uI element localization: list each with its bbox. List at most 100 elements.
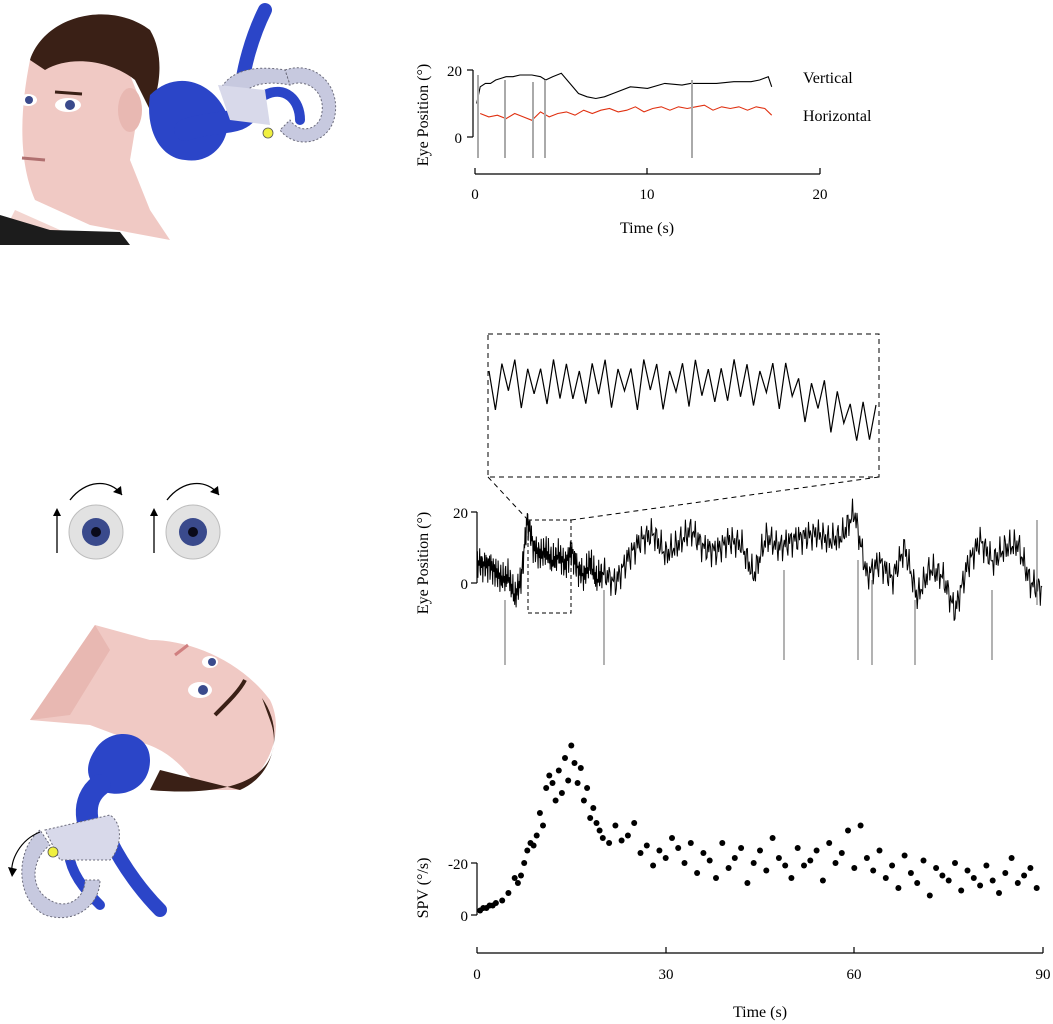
spv-point bbox=[876, 847, 883, 854]
spv-point bbox=[826, 840, 833, 846]
spv-point bbox=[719, 840, 726, 846]
head-inverted-icon bbox=[30, 625, 276, 792]
bot-x-label: Time (s) bbox=[733, 1004, 787, 1021]
inset-trace bbox=[488, 359, 877, 441]
spv-point bbox=[838, 850, 845, 856]
zoom-box bbox=[527, 519, 572, 614]
bot-x-tick-90: 90 bbox=[1036, 967, 1051, 983]
spv-point bbox=[845, 827, 851, 834]
spv-point bbox=[907, 870, 914, 876]
spv-point bbox=[584, 785, 591, 791]
bot-x-tick-60: 60 bbox=[847, 967, 862, 983]
spv-point bbox=[1002, 870, 1009, 876]
spv-point bbox=[794, 845, 801, 851]
spv-point bbox=[631, 820, 638, 826]
spv-point bbox=[593, 820, 600, 826]
spv-point bbox=[700, 850, 707, 856]
spv-point bbox=[656, 847, 663, 854]
head-upright-icon bbox=[0, 14, 171, 245]
spv-point bbox=[675, 845, 682, 851]
cupula-icon bbox=[262, 127, 274, 139]
spv-point bbox=[499, 897, 506, 904]
spv-point bbox=[832, 860, 839, 866]
spv-point bbox=[763, 867, 770, 874]
spv-point bbox=[851, 865, 858, 871]
legend-horizontal: Horizontal bbox=[803, 108, 872, 125]
spv-point bbox=[970, 875, 977, 881]
spv-point bbox=[543, 785, 550, 791]
spv-point bbox=[590, 805, 597, 811]
spv-point bbox=[1008, 855, 1015, 861]
spv-point bbox=[744, 880, 751, 886]
spv-point bbox=[801, 862, 807, 869]
spv-point bbox=[540, 822, 546, 829]
spv-point bbox=[939, 872, 946, 879]
spv-point bbox=[819, 877, 826, 884]
spv-point bbox=[738, 845, 745, 851]
top-y-label: Eye Position (°) bbox=[415, 64, 432, 166]
spv-point bbox=[889, 862, 896, 869]
bot-y-tick-0: 0 bbox=[461, 909, 469, 925]
spv-point bbox=[813, 847, 820, 854]
spv-point bbox=[524, 847, 531, 854]
top-x-label: Time (s) bbox=[620, 220, 674, 237]
spv-point bbox=[926, 892, 933, 899]
spv-point bbox=[863, 855, 870, 861]
spv-point bbox=[596, 827, 603, 834]
spv-point bbox=[983, 862, 990, 869]
spv-point bbox=[857, 822, 864, 829]
spv-point bbox=[807, 857, 814, 864]
top-y-tick-20: 20 bbox=[447, 64, 462, 80]
spv-point bbox=[669, 835, 675, 841]
spv-points bbox=[477, 742, 1040, 914]
spv-point bbox=[606, 840, 613, 846]
spv-point bbox=[725, 865, 732, 871]
mid-y-tick-0: 0 bbox=[461, 577, 469, 593]
spv-point bbox=[518, 872, 524, 879]
spv-point bbox=[624, 832, 631, 839]
top-y-tick-0: 0 bbox=[455, 131, 463, 147]
spv-point bbox=[643, 842, 650, 849]
eye-left-icon bbox=[68, 504, 124, 560]
bot-x-tick-30: 30 bbox=[659, 967, 674, 983]
spv-point bbox=[687, 840, 694, 846]
spv-point bbox=[958, 887, 965, 894]
eyes-diagram bbox=[53, 482, 221, 560]
spv-point bbox=[901, 852, 908, 859]
spv-point bbox=[514, 880, 521, 886]
spv-point bbox=[694, 870, 701, 876]
spv-point bbox=[989, 877, 996, 884]
spv-point bbox=[920, 857, 927, 864]
spv-point bbox=[587, 815, 594, 821]
spv-point bbox=[882, 875, 889, 881]
spv-point bbox=[1027, 865, 1034, 871]
spv-point bbox=[546, 772, 553, 779]
top-blink-artifacts bbox=[477, 75, 693, 158]
spv-point bbox=[945, 877, 952, 884]
spv-point bbox=[757, 847, 763, 854]
up-arrow-icon bbox=[56, 513, 155, 553]
spv-point bbox=[577, 765, 584, 771]
torsion-arrowheads bbox=[113, 486, 219, 495]
top-x-tick-20: 20 bbox=[813, 187, 828, 203]
spv-point bbox=[568, 742, 575, 749]
spv-point bbox=[637, 850, 644, 856]
spv-point bbox=[782, 862, 789, 869]
spv-point bbox=[788, 875, 795, 881]
chart-top: 20 0 0 10 20 Time (s) Eye Position (°) V… bbox=[415, 64, 872, 237]
spv-point bbox=[964, 867, 971, 874]
spv-point bbox=[511, 875, 518, 881]
spv-point bbox=[565, 777, 572, 784]
inset-box bbox=[487, 333, 880, 478]
spv-point bbox=[870, 867, 877, 874]
chart-bottom: -20 0 SPV (°/s) 0 30 60 90 Time (s) bbox=[415, 742, 1051, 1021]
spv-point bbox=[580, 797, 587, 804]
mid-y-tick-20: 20 bbox=[453, 506, 468, 522]
top-x-tick-0: 0 bbox=[471, 187, 479, 203]
spv-point bbox=[612, 822, 619, 829]
inner-ear-inverted-icon bbox=[8, 733, 167, 919]
torsion-arrow-icon bbox=[69, 482, 220, 501]
spv-point bbox=[1014, 880, 1021, 886]
spv-point bbox=[952, 860, 958, 866]
